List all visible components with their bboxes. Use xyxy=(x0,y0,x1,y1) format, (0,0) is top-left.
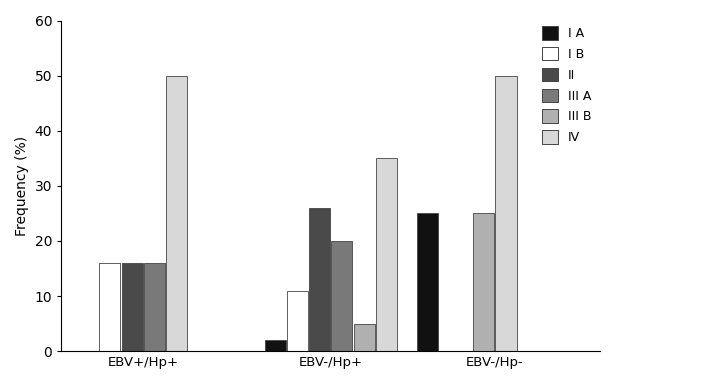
Bar xyxy=(376,158,397,351)
Bar xyxy=(353,324,375,351)
Bar xyxy=(264,340,286,351)
Bar xyxy=(473,214,494,351)
Bar xyxy=(417,214,438,351)
Bar xyxy=(144,263,165,351)
Bar xyxy=(122,263,143,351)
Y-axis label: Frequency (%): Frequency (%) xyxy=(15,136,29,236)
Bar xyxy=(287,291,308,351)
Bar xyxy=(99,263,120,351)
Bar xyxy=(309,208,330,351)
Bar xyxy=(166,76,188,351)
Bar xyxy=(332,241,353,351)
Legend: I A, I B, II, III A, III B, IV: I A, I B, II, III A, III B, IV xyxy=(539,23,594,147)
Bar xyxy=(495,76,517,351)
